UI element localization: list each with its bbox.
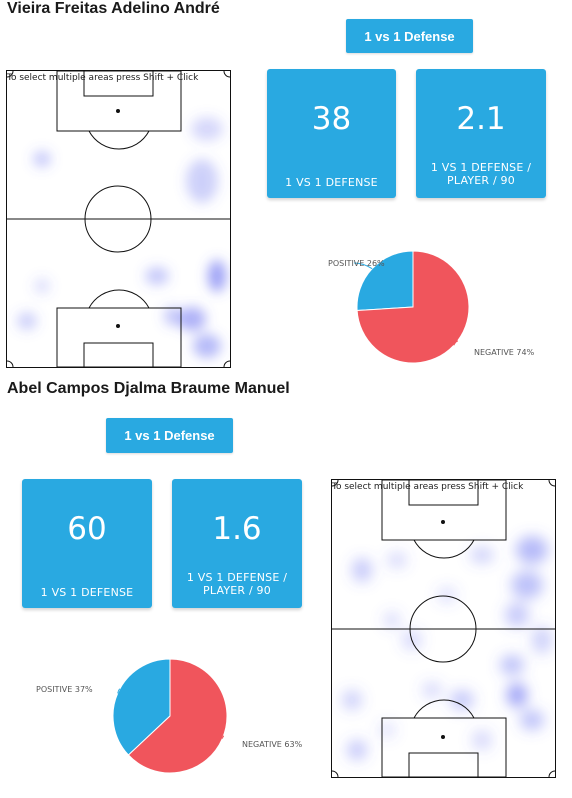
pitch-heatmap[interactable]: To select multiple areas press Shift + C… [331, 479, 556, 778]
kpi-value: 38 [311, 101, 352, 137]
pitch-heatmap[interactable]: To select multiple areas press Shift + C… [6, 70, 231, 368]
one-vs-one-defense-button[interactable]: 1 vs 1 Defense [106, 418, 233, 453]
kpi-value: 1.6 [212, 511, 262, 547]
kpi-card-total: 60 1 VS 1 DEFENSE [22, 479, 152, 608]
player-name: Vieira Freitas Adelino André [7, 0, 220, 17]
pitch-hint: To select multiple areas press Shift + C… [7, 73, 199, 83]
pie-label-positive-connector [117, 688, 121, 694]
heatmap-blobs [17, 117, 226, 358]
heatmap-blobs [342, 536, 552, 760]
pie-label-positive: POSITIVE 37% [36, 685, 93, 694]
pie-chart: POSITIVE 26% NEGATIVE 74% [328, 250, 535, 364]
pie-label-negative: NEGATIVE 63% [242, 740, 303, 749]
kpi-card-per90: 1.6 1 VS 1 DEFENSE / PLAYER / 90 [172, 479, 302, 608]
pie-chart: POSITIVE 37% NEGATIVE 63% [36, 658, 303, 774]
pitch-svg [7, 71, 230, 367]
pitch-lines [332, 480, 555, 777]
pie-label-positive: POSITIVE 26% [328, 259, 385, 268]
kpi-label: 1 VS 1 DEFENSE [40, 586, 134, 599]
pie-label-negative-connector [453, 340, 459, 346]
pitch-lines [7, 71, 230, 367]
kpi-label: 1 VS 1 DEFENSE [285, 176, 378, 189]
kpi-value: 60 [67, 511, 107, 547]
pie-label-negative-connector [221, 735, 225, 739]
player-name: Abel Campos Djalma Braume Manuel [7, 380, 290, 397]
pitch-svg [332, 480, 555, 777]
kpi-label: 1 VS 1 DEFENSE / PLAYER / 90 [430, 161, 532, 187]
kpi-card-per90: 2.1 1 VS 1 DEFENSE / PLAYER / 90 [416, 69, 546, 198]
pie-label-positive-connector [353, 262, 373, 270]
kpi-value: 2.1 [456, 101, 506, 137]
pitch-hint: To select multiple areas press Shift + C… [332, 482, 524, 492]
pie-label-negative: NEGATIVE 74% [474, 348, 535, 357]
pie-slice-positive [356, 250, 414, 312]
one-vs-one-defense-button[interactable]: 1 vs 1 Defense [346, 19, 473, 53]
kpi-label: 1 VS 1 DEFENSE / PLAYER / 90 [186, 571, 288, 597]
kpi-card-total: 38 1 VS 1 DEFENSE [267, 69, 396, 198]
